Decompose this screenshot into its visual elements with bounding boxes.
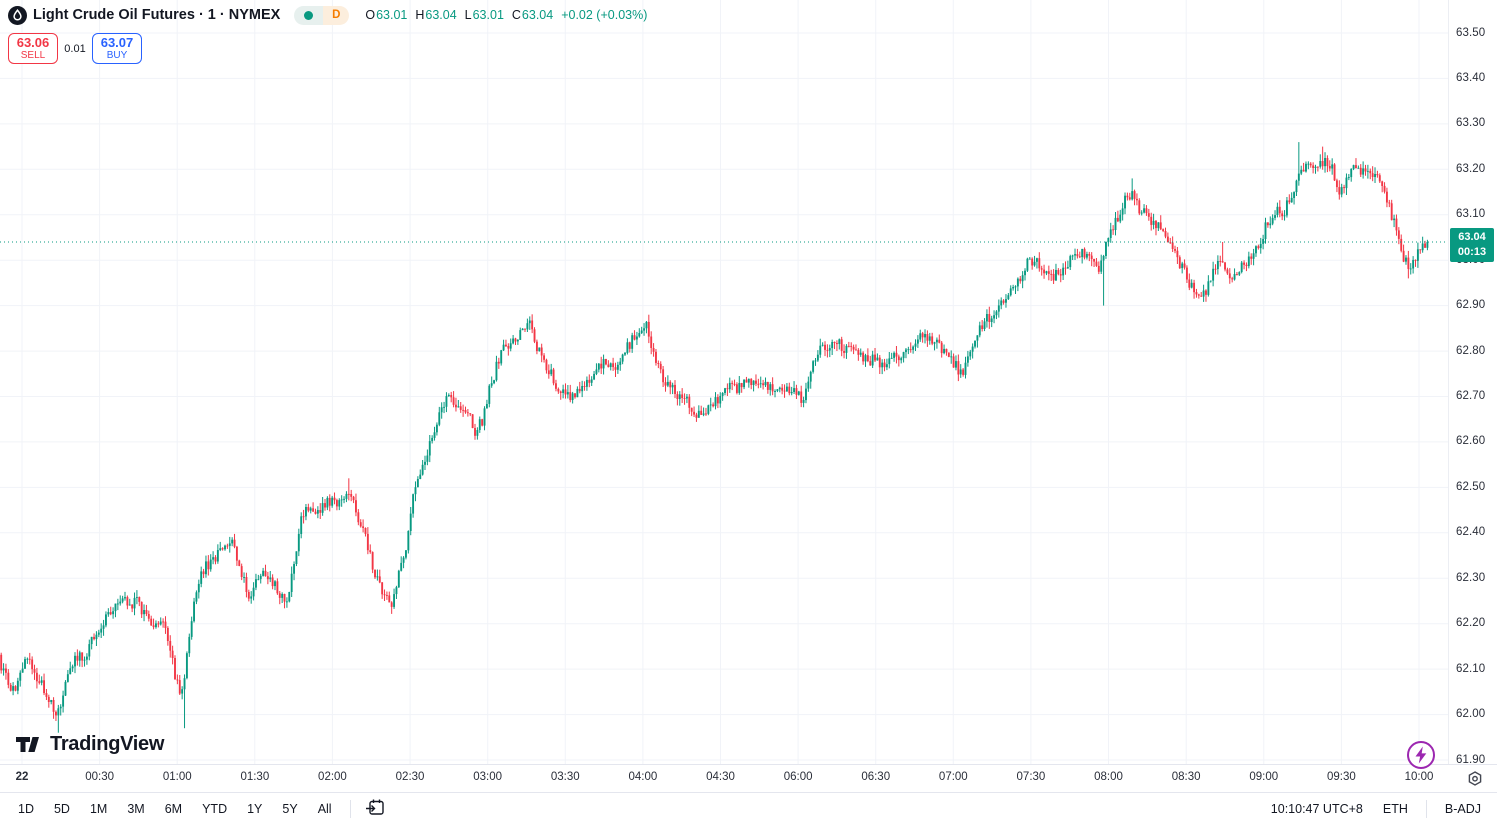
clock-timezone-button[interactable]: 10:10:47 UTC+8 xyxy=(1270,801,1363,816)
time-axis-label: 07:00 xyxy=(938,771,968,783)
time-axis-label: 01:00 xyxy=(162,771,192,783)
buy-price: 63.07 xyxy=(100,34,134,50)
toolbar-divider xyxy=(349,799,351,818)
price-axis-label: 63.10 xyxy=(1456,208,1486,221)
change-value: +0.02 (+0.03%) xyxy=(561,8,648,22)
market-open-dot-segment xyxy=(294,5,324,25)
last-price-value: 63.04 xyxy=(1458,231,1486,243)
bar-countdown: 00:13 xyxy=(1457,246,1487,258)
time-axis-label: 08:00 xyxy=(1094,771,1123,783)
price-axis-label: 62.90 xyxy=(1456,299,1486,312)
go-to-date-button[interactable] xyxy=(359,795,392,823)
toolbar-right-group: 10:10:47 UTC+8 ETH B-ADJ xyxy=(1261,798,1497,820)
ohlc-values-row: O63.01 H63.04 L63.01 C63.04 +0.02 (+0.03… xyxy=(365,8,647,22)
price-axis-label: 62.70 xyxy=(1456,390,1486,402)
time-axis-label: 01:30 xyxy=(240,771,270,783)
calendar-arrow-icon xyxy=(365,799,384,815)
delayed-data-badge: D xyxy=(323,5,350,25)
symbol-row: Light Crude Oil Futures · 1 · NYMEX D O6… xyxy=(8,4,647,26)
sell-price: 63.06 xyxy=(16,34,50,50)
tradingview-logo[interactable]: TradingView xyxy=(16,733,164,756)
time-axis-label: 10:00 xyxy=(1404,771,1434,783)
range-1d-button[interactable]: 1D xyxy=(9,798,43,820)
symbol-title[interactable]: Light Crude Oil Futures · 1 · NYMEX xyxy=(33,7,281,23)
crude-oil-symbol-icon xyxy=(8,5,27,25)
market-status-pill[interactable]: D xyxy=(294,5,350,25)
price-axis-label: 62.20 xyxy=(1456,617,1486,630)
time-axis-label: 22 xyxy=(15,771,29,783)
sell-button[interactable]: 63.06 SELL xyxy=(8,33,58,64)
gear-icon xyxy=(1468,771,1482,786)
tradingview-logo-icon xyxy=(16,737,39,752)
time-axis[interactable]: 22 00:30 01:00 01:30 02:00 02:30 03:00 03:30 04:… xyxy=(0,764,1497,793)
range-ytd-button[interactable]: YTD xyxy=(193,798,236,820)
time-axis-label: 02:00 xyxy=(318,771,347,783)
range-all-button[interactable]: All xyxy=(309,798,341,820)
close-value: C63.04 xyxy=(511,8,554,22)
candlestick-chart xyxy=(0,0,1449,765)
range-5d-button[interactable]: 5D xyxy=(45,798,79,820)
market-status-button[interactable] xyxy=(1405,739,1437,771)
buy-button[interactable]: 63.07 BUY xyxy=(92,33,142,64)
last-price-badge: 63.04 00:13 xyxy=(1450,228,1494,262)
lightning-icon xyxy=(1407,741,1435,769)
range-3m-button[interactable]: 3M xyxy=(118,798,153,820)
low-value: L63.01 xyxy=(464,8,504,22)
time-axis-label: 09:00 xyxy=(1249,771,1279,783)
trade-buttons-row: 63.06 SELL 0.01 63.07 BUY xyxy=(8,33,647,64)
market-open-dot-icon xyxy=(304,10,314,20)
chart-plot-area[interactable] xyxy=(0,0,1449,765)
candle-bodies xyxy=(0,158,1429,716)
candle-wicks xyxy=(0,142,1428,733)
time-axis-label: 08:30 xyxy=(1171,771,1201,783)
axis-settings-button[interactable] xyxy=(1465,769,1485,789)
price-axis-label: 62.50 xyxy=(1456,480,1486,493)
time-axis-label: 03:00 xyxy=(473,771,503,783)
price-axis[interactable]: 63.04 00:13 63.50 63.40 63.30 63.20 63.10 63.… xyxy=(1448,0,1497,786)
time-axis-label: 03:30 xyxy=(550,771,580,783)
price-axis-label: 62.10 xyxy=(1456,662,1486,675)
price-axis-label: 61.90 xyxy=(1456,753,1486,766)
price-axis-label: 63.50 xyxy=(1456,26,1486,39)
range-5y-button[interactable]: 5Y xyxy=(273,798,306,820)
time-axis-label: 04:30 xyxy=(706,771,735,783)
time-axis-label: 09:30 xyxy=(1326,771,1356,783)
back-adjust-toggle[interactable]: B-ADJ xyxy=(1444,801,1481,816)
range-1m-button[interactable]: 1M xyxy=(81,798,116,820)
price-axis-label: 62.00 xyxy=(1456,708,1486,721)
time-axis-label: 00:30 xyxy=(85,771,114,783)
toolbar-divider xyxy=(1425,799,1427,818)
open-value: O63.01 xyxy=(365,8,408,22)
symbol-legend: Light Crude Oil Futures · 1 · NYMEX D O6… xyxy=(8,4,647,64)
time-axis-label: 06:30 xyxy=(861,771,891,783)
time-axis-label: 07:30 xyxy=(1016,771,1046,783)
session-eth-toggle[interactable]: ETH xyxy=(1382,801,1408,816)
price-axis-label: 62.80 xyxy=(1456,344,1486,357)
time-axis-label: 02:30 xyxy=(395,771,425,783)
price-axis-label: 63.20 xyxy=(1456,162,1486,175)
time-axis-label: 04:00 xyxy=(628,771,658,783)
price-axis-label: 62.60 xyxy=(1456,435,1486,448)
spread-value: 0.01 xyxy=(64,42,86,55)
price-axis-label: 63.30 xyxy=(1456,117,1486,130)
bottom-toolbar: 1D 5D 1M 3M 6M YTD 1Y 5Y All 10:10:47 UT… xyxy=(0,792,1497,824)
price-axis-label: 63.40 xyxy=(1456,71,1486,84)
price-axis-label: 62.40 xyxy=(1456,526,1486,539)
range-6m-button[interactable]: 6M xyxy=(156,798,191,820)
buy-label: BUY xyxy=(106,49,128,61)
tradingview-logo-text: TradingView xyxy=(50,733,165,755)
time-axis-label: 06:00 xyxy=(783,771,813,783)
sell-label: SELL xyxy=(20,49,46,61)
high-value: H63.04 xyxy=(415,8,457,22)
price-axis-label: 62.30 xyxy=(1456,571,1486,584)
range-1y-button[interactable]: 1Y xyxy=(238,798,271,820)
